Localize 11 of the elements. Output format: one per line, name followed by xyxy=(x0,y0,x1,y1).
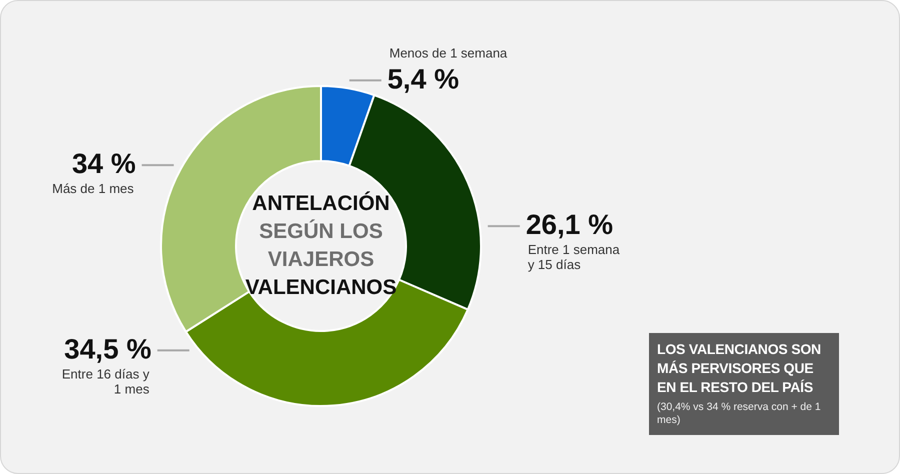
data-label: 26,1 % xyxy=(526,209,614,240)
data-label: 34 % xyxy=(72,148,136,180)
data-label: 34,5 % xyxy=(64,333,152,364)
note-box: LOS VALENCIANOS SON MÁS PERVISORES QUE EN EL RESTO DEL PAÍS (30,4% vs 34 % reserva con + de 1 mes) xyxy=(649,333,839,435)
slice-label: Más de 1 mes xyxy=(52,181,134,196)
text: SEGÚN LOS VIAJEROS VALENCIANOS xyxy=(245,219,397,299)
data-label: 5,4 % xyxy=(387,63,460,94)
slice-label: Menos de 1 semana xyxy=(389,45,508,60)
slice-label: Entre 1 semana y 15 días xyxy=(528,242,620,272)
slice-label: Entre 16 días y 1 mes xyxy=(62,366,150,396)
text: ANTELACIÓN xyxy=(252,191,390,215)
